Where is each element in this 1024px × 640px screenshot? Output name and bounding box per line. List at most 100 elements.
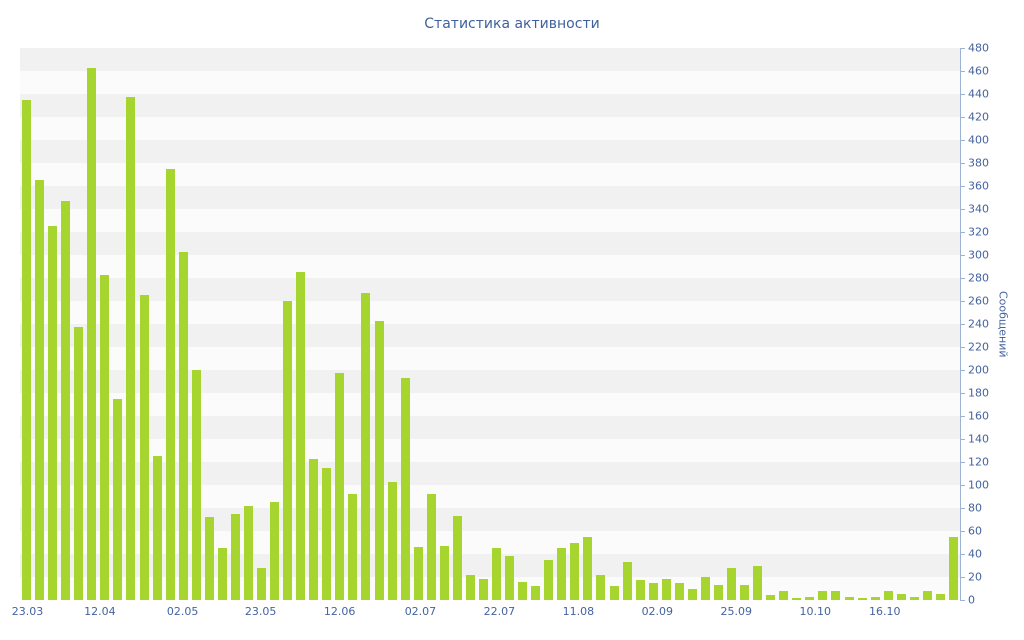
y-tick-mark: [961, 462, 965, 463]
y-tick-mark: [961, 48, 965, 49]
bar: [635, 580, 645, 600]
bar: [687, 588, 697, 600]
bar: [283, 301, 293, 600]
bar: [22, 99, 32, 600]
y-tick-mark: [961, 347, 965, 348]
bar: [139, 295, 149, 600]
bar: [35, 180, 45, 600]
bar: [374, 320, 384, 600]
y-tick-label: 280: [968, 271, 989, 285]
bar: [844, 596, 854, 600]
x-tick-label: 25.09: [720, 605, 753, 618]
x-tick-label: 02.09: [641, 605, 674, 618]
bar: [74, 327, 84, 600]
bar: [583, 536, 593, 600]
y-tick-label: 100: [968, 478, 989, 492]
bar: [570, 542, 580, 600]
bar: [48, 226, 58, 600]
bar: [100, 274, 110, 600]
bar: [805, 596, 815, 600]
bar: [387, 481, 397, 600]
x-tick-label: 12.06: [323, 605, 356, 618]
bar: [922, 590, 932, 600]
y-tick-label: 40: [968, 547, 982, 561]
y-tick-label: 120: [968, 455, 989, 469]
x-tick-label: 10.10: [799, 605, 831, 618]
bar: [948, 536, 958, 600]
y-tick-mark: [961, 163, 965, 164]
y-tick-mark: [961, 324, 965, 325]
bar: [87, 67, 97, 600]
bar: [426, 494, 436, 600]
bar: [727, 567, 737, 600]
y-tick-mark: [961, 393, 965, 394]
bar: [935, 594, 945, 600]
bar: [896, 594, 906, 600]
bar: [361, 292, 371, 600]
bar: [126, 97, 136, 600]
y-tick-label: 220: [968, 340, 989, 354]
bar: [700, 577, 710, 600]
y-tick-mark: [961, 439, 965, 440]
y-tick-mark: [961, 577, 965, 578]
y-tick-mark: [961, 232, 965, 233]
bar: [152, 456, 162, 600]
y-tick-label: 420: [968, 110, 989, 124]
y-tick-label: 160: [968, 409, 989, 423]
y-tick-label: 440: [968, 87, 989, 101]
y-tick-mark: [961, 140, 965, 141]
y-tick-label: 360: [968, 179, 989, 193]
bar: [622, 562, 632, 600]
bar: [518, 581, 528, 600]
bar: [191, 370, 201, 600]
y-tick-mark: [961, 209, 965, 210]
y-tick-label: 320: [968, 225, 989, 239]
bar: [883, 590, 893, 600]
y-tick-label: 140: [968, 432, 989, 446]
bar: [661, 579, 671, 600]
x-tick-label: 02.05: [166, 605, 199, 618]
bar: [818, 590, 828, 600]
bar: [596, 574, 606, 600]
bar: [753, 565, 763, 600]
x-tick-label: 22.07: [483, 605, 516, 618]
bar: [61, 200, 71, 600]
bar: [257, 567, 267, 600]
y-tick-mark: [961, 485, 965, 486]
y-axis-line: [960, 48, 961, 601]
bar: [204, 517, 214, 600]
bar: [766, 595, 776, 600]
y-tick-mark: [961, 301, 965, 302]
x-tick-label: 12.04: [84, 605, 116, 618]
x-tick-label: 02.07: [404, 605, 437, 618]
bar: [439, 545, 449, 600]
y-tick-label: 300: [968, 248, 989, 262]
y-tick-label: 240: [968, 317, 989, 331]
y-tick-label: 200: [968, 363, 989, 377]
y-tick-mark: [961, 117, 965, 118]
y-tick-mark: [961, 600, 965, 601]
bar: [217, 548, 227, 600]
bar: [243, 505, 253, 600]
bar: [113, 398, 123, 600]
y-tick-label: 380: [968, 156, 989, 170]
bar: [648, 582, 658, 600]
bar: [492, 548, 502, 600]
bar: [531, 586, 541, 600]
x-tick-label: 23.03: [11, 605, 44, 618]
y-tick-mark: [961, 186, 965, 187]
y-tick-mark: [961, 554, 965, 555]
bar: [296, 272, 306, 600]
bar: [452, 516, 462, 600]
bar: [270, 502, 280, 600]
bar: [740, 585, 750, 600]
x-tick-label: 16.10: [869, 605, 901, 618]
y-tick-mark: [961, 71, 965, 72]
y-tick-mark: [961, 278, 965, 279]
bar: [609, 586, 619, 600]
bar: [909, 596, 919, 600]
y-axis-title: Сообщений: [996, 290, 1010, 358]
bar: [505, 556, 515, 600]
x-tick-label: 23.05: [244, 605, 277, 618]
